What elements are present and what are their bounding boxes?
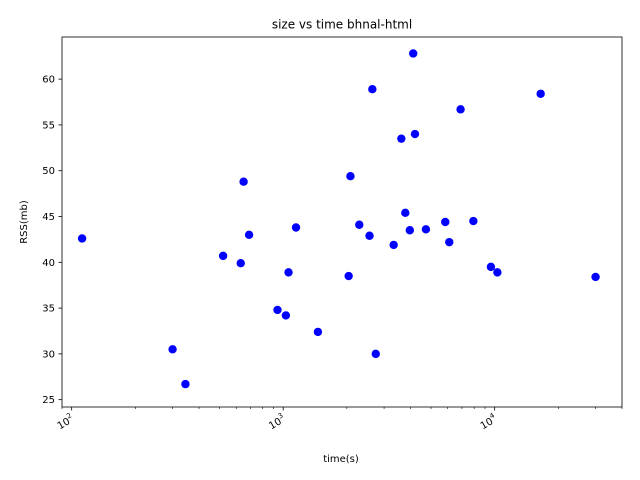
data-point — [365, 231, 374, 240]
chart-title: size vs time bhnal-html — [272, 18, 412, 32]
data-point — [397, 134, 406, 143]
y-tick-label: 45 — [42, 212, 55, 223]
data-point — [218, 251, 228, 261]
data-point — [368, 85, 377, 94]
data-point — [456, 105, 465, 114]
y-tick-label: 60 — [42, 75, 55, 86]
data-point — [389, 240, 398, 250]
y-tick-label: 30 — [42, 349, 55, 360]
data-point — [469, 216, 478, 226]
data-point — [401, 208, 410, 218]
data-point — [355, 220, 364, 229]
data-point — [344, 271, 353, 281]
data-point — [313, 327, 323, 337]
data-point — [421, 225, 431, 234]
data-point — [536, 89, 545, 98]
points-layer — [77, 49, 600, 389]
data-point — [168, 345, 177, 354]
data-point — [410, 129, 420, 139]
y-tick-label: 25 — [42, 395, 55, 406]
y-tick-label: 50 — [42, 166, 55, 177]
data-point — [486, 262, 496, 272]
data-point — [244, 230, 254, 240]
data-point — [591, 272, 600, 282]
y-tick-label: 40 — [42, 258, 55, 269]
data-point — [239, 177, 248, 186]
y-axis-label: RSS(mb) — [19, 200, 30, 244]
y-axis-ticks: 25 30 35 40 45 50 55 60 — [42, 75, 62, 406]
y-tick-label: 35 — [42, 304, 55, 315]
data-point — [346, 172, 355, 181]
data-point — [409, 49, 418, 58]
plot-area-frame — [61, 36, 623, 408]
x-axis-label: time(s) — [323, 454, 359, 465]
data-point — [181, 379, 190, 389]
data-point — [273, 305, 282, 315]
data-point — [291, 223, 301, 232]
y-tick-label: 55 — [42, 120, 55, 131]
data-point — [441, 217, 450, 227]
data-point — [281, 311, 291, 320]
data-point — [77, 234, 87, 243]
data-point — [236, 259, 245, 268]
data-point — [445, 237, 454, 247]
data-point — [493, 268, 502, 277]
data-point — [371, 349, 380, 359]
data-point — [405, 226, 415, 235]
data-point — [284, 268, 293, 277]
